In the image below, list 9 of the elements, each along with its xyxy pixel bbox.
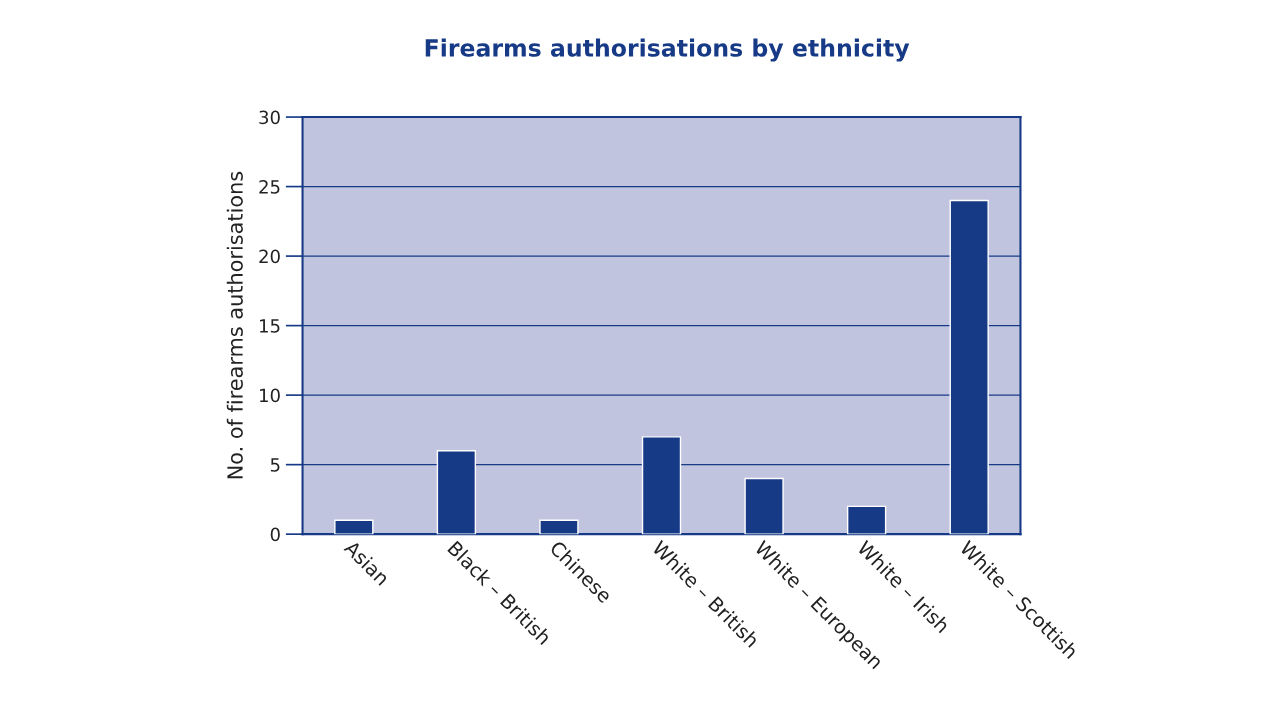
chart-title: Firearms authorisations by ethnicity [425,38,910,62]
y-tick-label: 30 [259,110,280,125]
y-tick-label: 10 [260,388,280,403]
y-axis-title: No. of firearms authorisations [226,171,243,479]
y-tick-label: 15 [260,319,280,333]
y-tick-label: 25 [259,180,280,194]
y-tick-label: 5 [270,458,280,472]
y-tick-label: 0 [270,527,280,542]
y-tick-label: 20 [259,249,280,264]
